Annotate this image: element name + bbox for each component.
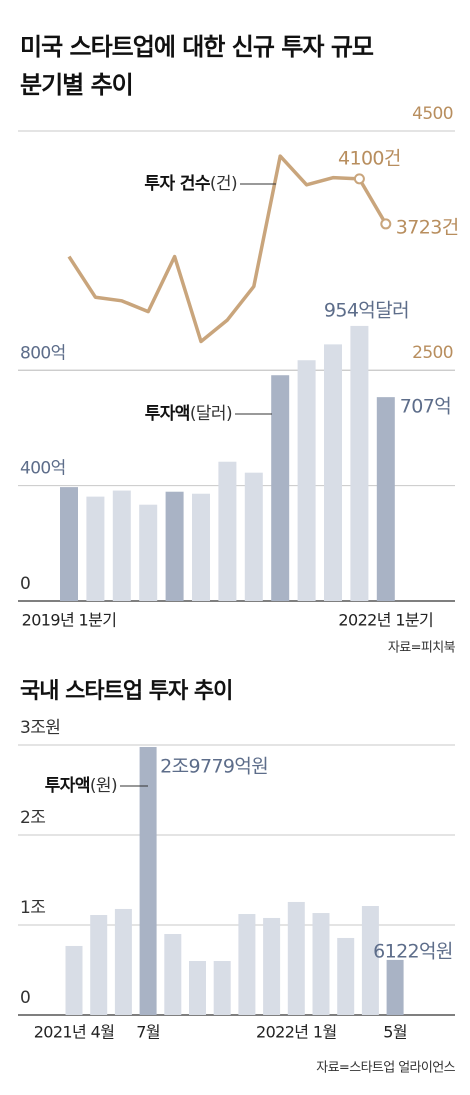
bar: [213, 961, 231, 1015]
value-label: 2조9779억원: [160, 755, 268, 777]
y2-tick-label: 4500: [412, 104, 453, 124]
annotation: 투자액(원): [45, 776, 117, 796]
bar: [271, 375, 290, 601]
bar: [263, 917, 281, 1015]
chart-title: 미국 스타트업에 대한 신규 투자 규모 분기별 추이: [20, 33, 374, 99]
x-tick-label: 5월: [383, 1023, 407, 1042]
annotation-unit: (원): [90, 776, 117, 796]
x-tick-label: 7월: [136, 1023, 160, 1042]
bar: [86, 496, 105, 601]
bar: [361, 906, 379, 1015]
bar: [312, 913, 330, 1015]
annotation-name: 투자 건수: [144, 174, 210, 194]
value-label: 4100건: [338, 147, 401, 169]
bar: [337, 937, 355, 1015]
source: 자료=피치북: [388, 641, 456, 656]
line: [67, 154, 388, 344]
annotation-unit: (건): [210, 174, 237, 194]
annotation-name: 투자액: [45, 776, 90, 796]
y-tick-label: 800억: [20, 343, 66, 363]
x-tick-label: 2019년 1분기: [22, 611, 117, 630]
bar: [139, 746, 157, 1015]
point: [353, 173, 365, 185]
value-label: 6122억원: [373, 940, 453, 962]
bar: [218, 461, 237, 601]
bar: [164, 934, 182, 1015]
y-tick-label: 3조원: [20, 718, 60, 738]
bar: [189, 961, 206, 1015]
source: 자료=스타트업 얼라이언스: [316, 1061, 455, 1076]
value-label: 954억달러: [324, 299, 409, 321]
annotation-unit: (달러): [190, 404, 232, 424]
bar: [324, 344, 342, 601]
y-tick-label: 0: [20, 988, 30, 1008]
value-label: 707억: [400, 396, 451, 418]
x-tick-label: 2021년 4월: [34, 1023, 115, 1042]
value-label: 3723건: [396, 216, 459, 238]
chart-title: 국내 스타트업 투자 추이: [20, 679, 233, 704]
x-tick-label: 2022년 1월: [256, 1023, 337, 1042]
bar: [244, 472, 263, 601]
bar: [60, 487, 78, 601]
y-tick-label: 400억: [20, 459, 66, 479]
bar: [114, 908, 132, 1015]
bar: [287, 901, 305, 1015]
y2-tick-label: 2500: [412, 343, 453, 363]
bar: [376, 397, 395, 601]
bar: [297, 360, 316, 601]
y-tick-label: 0: [20, 574, 30, 594]
bar: [238, 914, 256, 1015]
x-tick-label: 2022년 1분기: [338, 611, 433, 630]
y-tick-label: 2조: [20, 808, 45, 828]
bar: [139, 504, 158, 601]
bar: [350, 325, 369, 601]
bar: [112, 490, 131, 601]
y-tick-label: 1조: [20, 898, 45, 918]
bar: [386, 959, 404, 1015]
bar: [65, 945, 83, 1015]
bar: [90, 915, 108, 1015]
annotation: 투자 건수(건): [144, 174, 237, 194]
bar: [192, 493, 210, 601]
bar: [165, 491, 184, 601]
annotation-name: 투자액: [145, 404, 190, 424]
annotation: 투자액(달러): [145, 404, 232, 424]
point: [380, 218, 392, 230]
